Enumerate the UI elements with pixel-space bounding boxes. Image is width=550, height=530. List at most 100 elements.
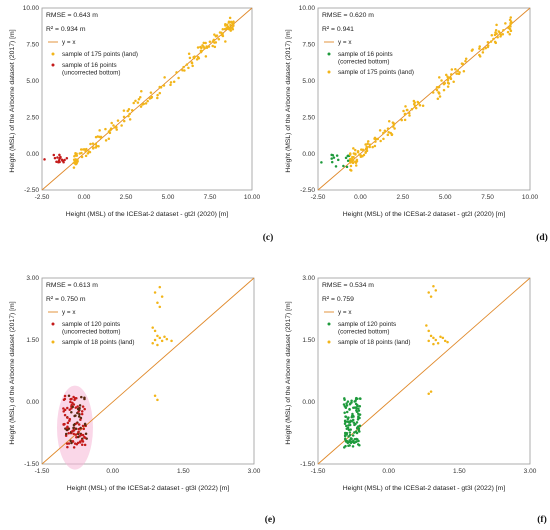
x-tick-label: 5.00: [162, 194, 175, 201]
data-point: [63, 394, 67, 398]
data-point: [345, 165, 349, 169]
data-point: [84, 149, 87, 153]
data-point: [83, 443, 87, 447]
data-point: [348, 407, 351, 411]
data-point: [73, 154, 76, 158]
data-point: [386, 133, 390, 137]
data-point: [73, 442, 77, 445]
data-point: [471, 48, 474, 51]
data-point: [358, 424, 362, 428]
data-point: [391, 121, 395, 124]
data-point: [334, 165, 338, 168]
data-point: [214, 34, 218, 38]
data-point: [347, 424, 350, 427]
legend-marker: [51, 52, 55, 56]
data-point: [150, 95, 154, 99]
y-tick-label: 7.50: [26, 42, 39, 49]
data-point: [432, 285, 435, 288]
data-point: [80, 433, 83, 437]
data-point: [158, 85, 161, 89]
data-point: [454, 67, 457, 71]
data-point: [64, 432, 68, 436]
data-point: [348, 402, 352, 406]
data-point: [53, 156, 57, 160]
data-point: [208, 40, 212, 44]
data-point: [156, 398, 159, 402]
data-point: [364, 143, 367, 146]
data-point: [414, 106, 418, 110]
data-point: [128, 112, 131, 116]
data-point: [83, 396, 86, 399]
data-point: [80, 155, 84, 159]
y-axis-label: Height (MSL) of the Airborne dataset (20…: [285, 301, 292, 444]
data-point: [371, 145, 374, 149]
rmse-label: RMSE = 0.534 m: [322, 282, 374, 289]
data-point: [494, 31, 497, 34]
x-axis-label: Height (MSL) of the ICESat-2 dataset - g…: [343, 485, 506, 492]
data-point: [461, 62, 464, 66]
data-point: [81, 424, 85, 428]
data-point: [110, 121, 113, 125]
x-tick-label: -2.50: [35, 194, 50, 201]
y-tick-label: 1.50: [26, 337, 39, 344]
data-point: [431, 91, 435, 94]
data-point: [352, 421, 356, 424]
data-point: [74, 433, 78, 436]
legend-entry: (corrected bottom): [338, 59, 389, 66]
data-point: [221, 27, 225, 31]
data-point: [486, 44, 490, 47]
data-point: [348, 157, 352, 161]
data-point: [403, 118, 407, 122]
data-point: [137, 98, 141, 101]
data-point: [348, 431, 352, 434]
data-point: [345, 404, 349, 407]
data-point: [386, 127, 390, 130]
data-point: [163, 335, 166, 338]
data-point: [351, 434, 355, 437]
data-point: [355, 437, 358, 441]
data-point: [78, 404, 82, 407]
data-point: [330, 157, 333, 160]
y-tick-label: -2.50: [24, 187, 39, 194]
data-point: [502, 28, 505, 32]
data-point: [440, 79, 443, 82]
data-point: [344, 156, 348, 160]
legend-marker: [51, 322, 55, 326]
data-point: [182, 65, 185, 69]
data-point: [134, 99, 137, 103]
x-tick-label: -1.50: [35, 468, 50, 475]
data-point: [89, 142, 92, 146]
data-point: [70, 403, 73, 407]
data-point: [61, 159, 64, 163]
y-axis-label: Height (MSL) of the Airborne dataset (20…: [9, 301, 16, 444]
data-point: [464, 59, 467, 63]
y-tick-label: -1.50: [300, 461, 315, 468]
data-point: [153, 394, 157, 398]
data-point: [450, 68, 454, 71]
x-tick-label: 7.50: [481, 194, 494, 201]
data-point: [332, 156, 336, 159]
data-point: [489, 40, 493, 43]
data-point: [508, 18, 512, 22]
data-point: [418, 103, 422, 107]
x-tick-label: 3.00: [248, 468, 261, 475]
data-point: [87, 150, 91, 153]
data-point: [114, 126, 117, 129]
data-point: [455, 72, 459, 75]
y-tick-label: 2.50: [26, 114, 39, 121]
data-point: [83, 407, 86, 411]
data-point: [427, 329, 430, 333]
data-point: [140, 90, 143, 93]
legend-marker: [327, 70, 331, 74]
data-point: [349, 428, 352, 431]
data-point: [320, 161, 323, 164]
data-point: [112, 124, 115, 127]
panel-label: (c): [263, 232, 274, 243]
data-point: [357, 409, 361, 412]
data-point: [128, 118, 132, 121]
data-point: [336, 158, 340, 162]
data-point: [402, 109, 405, 113]
x-tick-label: 0.00: [78, 194, 91, 201]
chart-panel-f: -1.50 0.00 1.50 3.00 -1.50 0.00 1.50 3.00 Height…: [285, 275, 547, 525]
data-point: [427, 291, 430, 294]
